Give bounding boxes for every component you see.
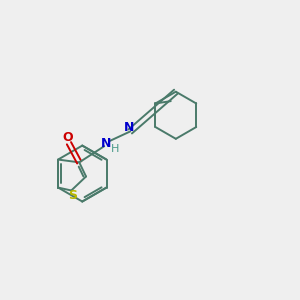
Text: O: O xyxy=(62,131,73,144)
Text: N: N xyxy=(101,137,112,150)
Text: S: S xyxy=(68,189,77,202)
Text: N: N xyxy=(124,122,134,134)
Text: H: H xyxy=(111,143,120,154)
